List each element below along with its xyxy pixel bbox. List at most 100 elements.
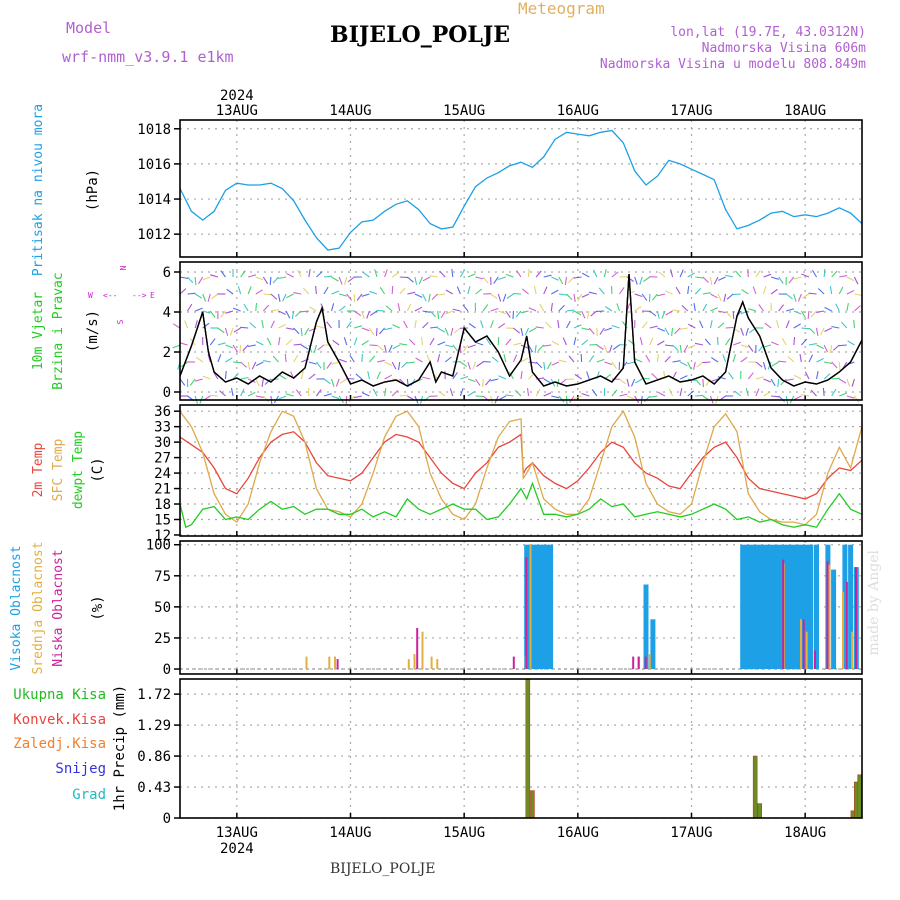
wind-direction-arrow	[596, 344, 604, 350]
wind-direction-arrow	[286, 293, 294, 299]
wind-direction-arrow	[573, 337, 577, 346]
wind-direction-arrow	[232, 372, 239, 380]
wind-direction-arrow	[247, 286, 252, 295]
wind-direction-arrow	[459, 269, 465, 278]
cloud-bar-low	[637, 656, 640, 669]
wind-direction-arrow	[626, 378, 630, 387]
wind-direction-arrow	[788, 276, 795, 284]
wind-direction-arrow	[679, 327, 688, 330]
wind-direction-arrow	[415, 357, 423, 363]
cloud-bar-mid	[805, 631, 808, 669]
wind-direction-arrow	[367, 371, 370, 380]
wind-direction-arrow	[361, 293, 370, 297]
wind-direction-arrow	[194, 320, 198, 329]
wind-direction-arrow	[520, 327, 524, 336]
wind-direction-arrow	[693, 361, 696, 370]
bottom-date-label: 17AUG	[670, 825, 712, 841]
wind-direction-arrow	[498, 375, 507, 380]
wind-direction-arrow	[399, 343, 408, 346]
panel-frame	[179, 404, 863, 537]
wind-direction-arrow	[406, 303, 412, 312]
wind-direction-arrow	[604, 361, 613, 366]
wind-direction-arrow	[277, 293, 281, 303]
wind-direction-arrow	[315, 361, 322, 369]
cloud-units: (%)	[90, 595, 106, 620]
precip-bar	[757, 803, 763, 819]
wind-direction-arrow	[505, 338, 512, 346]
precip-units: 1hr Precip (mm)	[112, 685, 128, 811]
wind-direction-arrow	[453, 327, 461, 334]
wind-direction-arrow	[800, 310, 806, 319]
wind-direction-arrow	[649, 325, 658, 329]
wind-direction-arrow	[747, 268, 749, 278]
wind-direction-arrow	[596, 358, 605, 363]
wind-direction-arrow	[639, 276, 643, 285]
y-tick-label: 15	[154, 512, 171, 528]
wind-direction-arrow	[533, 286, 537, 295]
wind-direction-arrow	[384, 361, 393, 366]
wind-direction-arrow	[285, 310, 291, 319]
precip-legend-2: Zaledj.Kisa	[13, 736, 106, 752]
wind-direction-arrow	[467, 391, 475, 397]
wind-direction-arrow	[239, 344, 242, 354]
wind-direction-arrow	[263, 293, 272, 296]
wind-direction-arrow	[758, 304, 764, 312]
cloud-bar-high	[776, 544, 782, 669]
wind-direction-arrow	[574, 374, 582, 380]
wind-direction-arrow	[522, 288, 529, 295]
precip-legend-0: Ukupna Kisa	[13, 687, 106, 703]
wind-direction-arrow	[194, 307, 203, 312]
wind-direction-arrow	[524, 327, 530, 336]
cloud-bar-low	[855, 567, 857, 669]
top-year-label: 2024	[220, 88, 254, 104]
compass-north-label: N	[119, 265, 128, 270]
wind-direction-arrow	[846, 302, 849, 312]
wind-direction-arrow	[770, 276, 779, 280]
wind-direction-arrow	[732, 293, 741, 296]
wind-direction-arrow	[431, 293, 439, 300]
wind-direction-arrow	[694, 378, 701, 386]
wind-direction-arrow	[568, 355, 575, 363]
wind-direction-arrow	[323, 393, 332, 397]
wind-direction-arrow	[725, 310, 732, 318]
wind-direction-arrow	[285, 327, 295, 330]
wind-direction-arrow	[323, 275, 332, 278]
cloud-bar-high	[785, 544, 791, 669]
wind-direction-arrow	[558, 293, 567, 296]
wind-direction-arrow	[295, 389, 302, 397]
wind-direction-arrow	[573, 310, 582, 316]
wind-direction-arrow	[331, 395, 340, 400]
wind-direction-arrow	[300, 327, 303, 337]
wind-direction-arrow	[272, 355, 279, 363]
wind-direction-arrow	[586, 371, 590, 380]
precip-legend-1: Konvek.Kisa	[13, 712, 106, 728]
wind-direction-arrow	[710, 293, 718, 299]
wind-direction-arrow	[456, 286, 461, 295]
wind-direction-arrow	[581, 392, 590, 397]
wind-direction-arrow	[422, 376, 431, 380]
wind-direction-arrow	[376, 371, 381, 380]
wind-direction-arrow	[718, 276, 726, 281]
wind-direction-arrow	[709, 320, 713, 329]
y-tick-label: 1.29	[137, 718, 171, 734]
wind-direction-arrow	[787, 356, 795, 363]
wind-direction-arrow	[209, 338, 216, 346]
wind-direction-arrow	[717, 293, 722, 302]
wind-direction-arrow	[581, 293, 590, 298]
wind-direction-arrow	[763, 378, 772, 383]
wind-direction-arrow	[808, 343, 817, 346]
wind-direction-arrow	[211, 293, 219, 300]
wind-direction-arrow	[611, 271, 619, 278]
wind-direction-arrow	[399, 287, 406, 295]
wind-direction-arrow	[353, 395, 362, 399]
wind-direction-arrow	[194, 378, 203, 382]
wind-direction-arrow	[581, 310, 586, 319]
wind-direction-arrow	[808, 327, 816, 334]
wind-direction-arrow	[829, 286, 833, 295]
temp-units: (C)	[90, 457, 106, 482]
cloud-bar-mid	[407, 659, 410, 669]
wind-direction-arrow	[335, 378, 340, 387]
lonlat-label: lon,lat (19.7E, 43.0312N)	[670, 25, 866, 40]
cloud-bar-high	[794, 544, 800, 669]
wind-direction-arrow	[528, 307, 537, 312]
